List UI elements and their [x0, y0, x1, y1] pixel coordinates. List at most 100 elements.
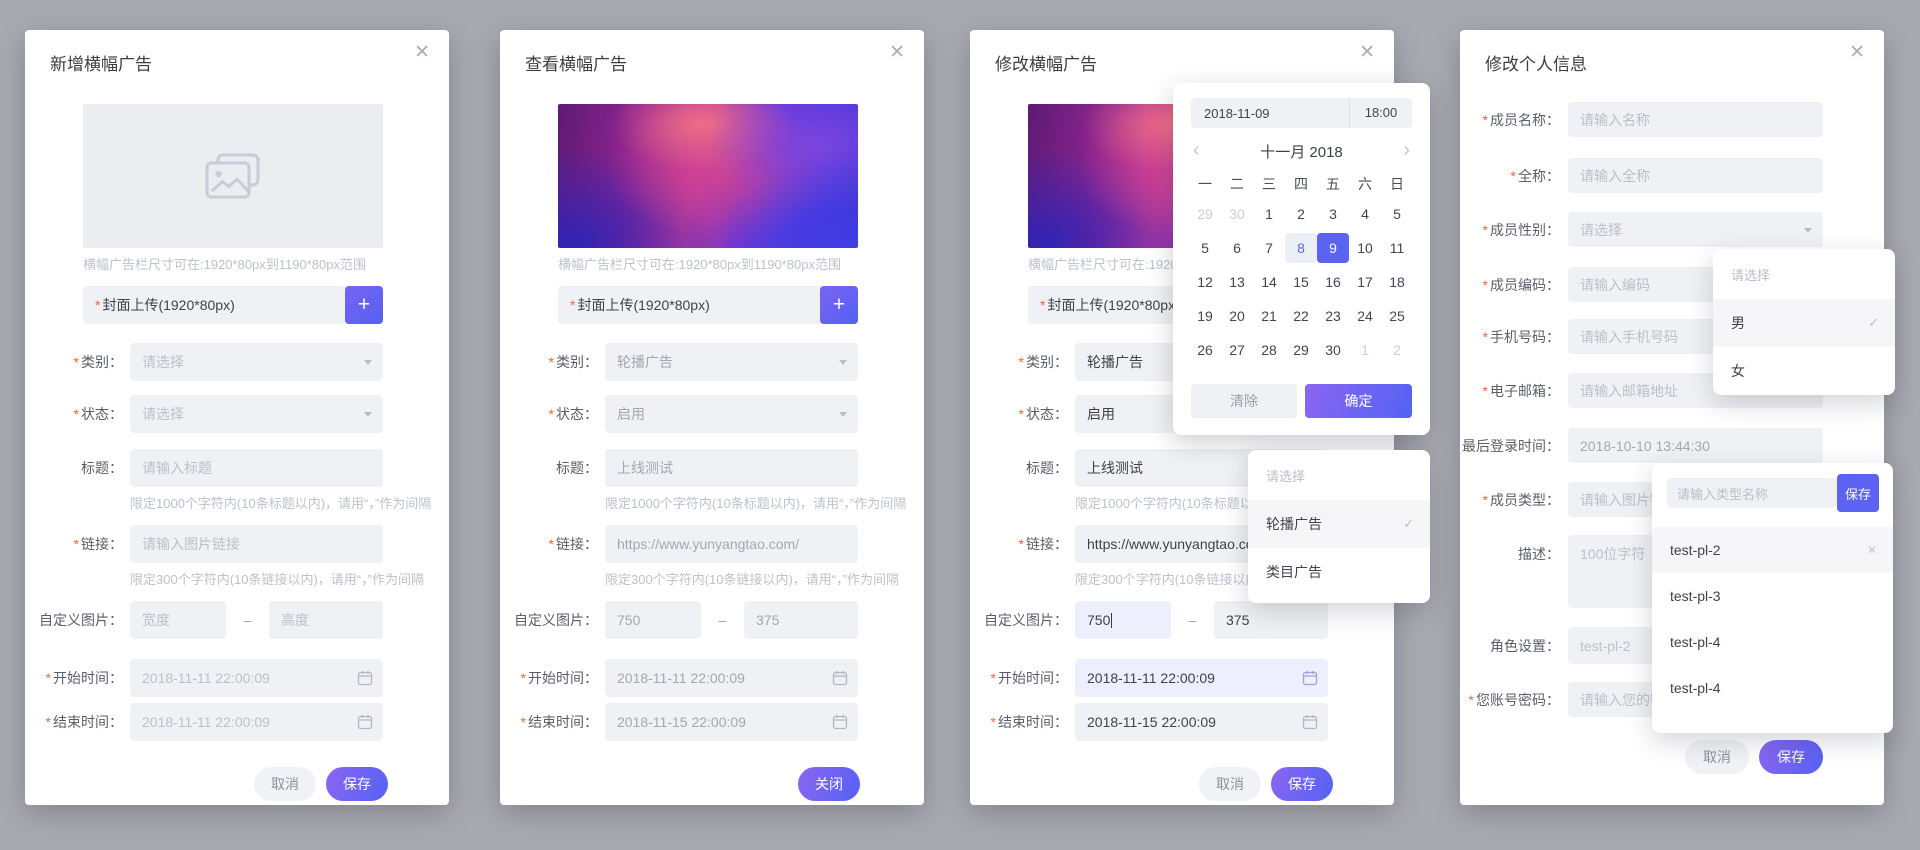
- calendar-day[interactable]: 6: [1233, 240, 1241, 256]
- calendar-day[interactable]: 12: [1197, 274, 1213, 290]
- calendar-day[interactable]: 27: [1229, 342, 1245, 358]
- height-input[interactable]: 高度: [269, 601, 383, 639]
- field-start-time: * 开始时间： 2018-11-11 22:00:09: [970, 659, 1394, 697]
- member-name-input[interactable]: 请输入名称: [1568, 102, 1823, 137]
- field-label: * 您账号密码：: [1468, 691, 1560, 708]
- calendar-day[interactable]: 21: [1261, 308, 1277, 324]
- upload-plus-button[interactable]: +: [345, 286, 383, 324]
- save-button[interactable]: 保存: [1271, 767, 1333, 801]
- full-name-input[interactable]: 请输入全称: [1568, 158, 1823, 193]
- title-input[interactable]: 上线测试: [605, 449, 858, 487]
- calendar-day[interactable]: 14: [1261, 274, 1277, 290]
- save-button[interactable]: 保存: [326, 767, 388, 801]
- calendar-day[interactable]: 11: [1389, 240, 1405, 256]
- category-select[interactable]: 请选择: [130, 343, 383, 381]
- close-icon[interactable]: ✕: [1359, 42, 1375, 63]
- start-time-input[interactable]: 2018-11-11 22:00:09: [130, 659, 383, 697]
- calendar-day[interactable]: 30: [1325, 342, 1341, 358]
- datetime-picker: 2018-11-09 18:00 ‹ 十一月 2018 › 一二三四五六日 29…: [1173, 83, 1430, 435]
- end-time-input[interactable]: 2018-11-15 22:00:09: [605, 703, 858, 741]
- calendar-day[interactable]: 7: [1265, 240, 1273, 256]
- calendar-day[interactable]: 29: [1293, 342, 1309, 358]
- link-input[interactable]: 请输入图片链接: [130, 525, 383, 563]
- date-input[interactable]: 2018-11-09: [1204, 105, 1270, 121]
- calendar-day[interactable]: 22: [1293, 308, 1309, 324]
- type-option[interactable]: test-pl-3: [1670, 588, 1721, 604]
- calendar-day[interactable]: 2: [1393, 342, 1401, 358]
- calendar-day[interactable]: 1: [1265, 206, 1273, 222]
- calendar-day[interactable]: 8: [1285, 233, 1317, 263]
- calendar-day[interactable]: 17: [1357, 274, 1373, 290]
- calendar-day[interactable]: 19: [1197, 308, 1213, 324]
- remove-icon[interactable]: ✕: [1866, 543, 1877, 557]
- calendar-day[interactable]: 23: [1325, 308, 1341, 324]
- calendar-day[interactable]: 9: [1317, 233, 1349, 263]
- cancel-button[interactable]: 取消: [254, 767, 316, 801]
- confirm-button[interactable]: 确定: [1305, 384, 1412, 418]
- upload-plus-button[interactable]: +: [820, 286, 858, 324]
- height-input[interactable]: 375: [744, 601, 858, 639]
- type-name-input[interactable]: 请输入类型名称: [1667, 478, 1837, 508]
- calendar-day[interactable]: 13: [1229, 274, 1245, 290]
- dropdown-option[interactable]: 类目广告: [1266, 564, 1322, 580]
- width-input-focused[interactable]: 750: [1075, 601, 1171, 639]
- width-input[interactable]: 宽度: [130, 601, 226, 639]
- type-option[interactable]: test-pl-4: [1670, 680, 1721, 696]
- gender-select[interactable]: 请选择: [1568, 212, 1823, 247]
- height-input[interactable]: 375: [1214, 601, 1328, 639]
- calendar-day[interactable]: 16: [1325, 274, 1341, 290]
- close-icon[interactable]: ✕: [414, 42, 430, 63]
- calendar-day[interactable]: 3: [1329, 206, 1337, 222]
- calendar-day[interactable]: 18: [1389, 274, 1405, 290]
- calendar-day[interactable]: 5: [1201, 240, 1209, 256]
- field-label: * 开始时间：: [520, 670, 598, 686]
- calendar-day[interactable]: 2: [1297, 206, 1305, 222]
- calendar-day[interactable]: 30: [1229, 206, 1245, 222]
- cover-upload-field[interactable]: * 封面上传(1920*80px) +: [558, 286, 858, 324]
- calendar-day[interactable]: 24: [1357, 308, 1373, 324]
- dropdown-option[interactable]: 女: [1731, 363, 1745, 379]
- close-icon[interactable]: ✕: [1849, 42, 1865, 63]
- time-input[interactable]: 18:00: [1349, 98, 1412, 128]
- cover-upload-field[interactable]: * 封面上传(1920*80px) +: [83, 286, 383, 324]
- calendar-day[interactable]: 4: [1361, 206, 1369, 222]
- type-save-button[interactable]: 保存: [1837, 474, 1879, 512]
- save-button[interactable]: 保存: [1759, 740, 1823, 774]
- calendar-day[interactable]: 29: [1197, 206, 1213, 222]
- calendar-day[interactable]: 10: [1357, 240, 1373, 256]
- calendar-day[interactable]: 15: [1293, 274, 1309, 290]
- start-time-input-focused[interactable]: 2018-11-11 22:00:09: [1075, 659, 1328, 697]
- end-time-input[interactable]: 2018-11-11 22:00:09: [130, 703, 383, 741]
- calendar-day[interactable]: 5: [1393, 206, 1401, 222]
- close-button[interactable]: 关闭: [798, 767, 860, 801]
- dropdown-option[interactable]: 轮播广告 ✓: [1248, 500, 1430, 548]
- start-time-input[interactable]: 2018-11-11 22:00:09: [605, 659, 858, 697]
- calendar-day[interactable]: 26: [1197, 342, 1213, 358]
- width-input[interactable]: 750: [605, 601, 701, 639]
- dropdown-option[interactable]: 男 ✓: [1713, 299, 1895, 347]
- type-option[interactable]: test-pl-4: [1670, 634, 1721, 650]
- dropdown-placeholder: 请选择: [1266, 468, 1306, 484]
- close-icon[interactable]: ✕: [889, 42, 905, 63]
- calendar-day[interactable]: 1: [1361, 342, 1369, 358]
- title-input[interactable]: 请输入标题: [130, 449, 383, 487]
- weekday-label: 五: [1326, 176, 1340, 192]
- banner-image-placeholder[interactable]: [83, 104, 383, 248]
- cancel-button[interactable]: 取消: [1199, 767, 1261, 801]
- type-option[interactable]: test-pl-2 ✕: [1652, 527, 1893, 573]
- prev-month-icon[interactable]: ‹: [1193, 139, 1200, 161]
- end-time-input[interactable]: 2018-11-15 22:00:09: [1075, 703, 1328, 741]
- calendar-day[interactable]: 25: [1389, 308, 1405, 324]
- calendar-day[interactable]: 20: [1229, 308, 1245, 324]
- status-select[interactable]: 启用: [605, 395, 858, 433]
- status-select[interactable]: 请选择: [130, 395, 383, 433]
- category-select[interactable]: 轮播广告: [605, 343, 858, 381]
- calendar-day[interactable]: 28: [1261, 342, 1277, 358]
- field-start-time: * 开始时间： 2018-11-11 22:00:09: [500, 659, 924, 697]
- cancel-button[interactable]: 取消: [1685, 740, 1749, 774]
- next-month-icon[interactable]: ›: [1403, 139, 1410, 161]
- link-hint: 限定300个字符内(10条链接以内)，请用“，”作为间隔: [605, 572, 899, 587]
- clear-button[interactable]: 清除: [1191, 384, 1297, 418]
- link-input[interactable]: https://www.yunyangtao.com/: [605, 525, 858, 563]
- size-hint: 横幅广告栏尺寸可在:1920*80px到1190*80px范围: [83, 257, 366, 272]
